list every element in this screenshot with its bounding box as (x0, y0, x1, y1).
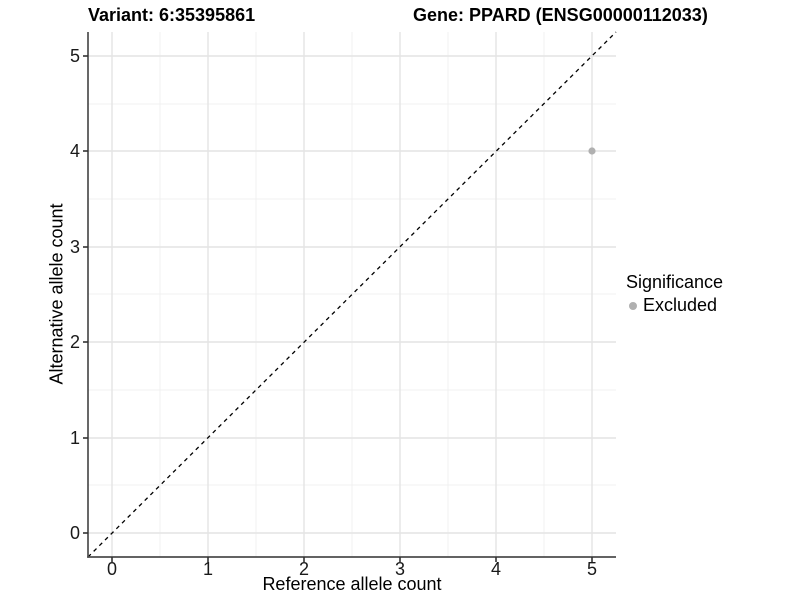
x-tick-label-1: 1 (202, 559, 213, 579)
x-tick-label-2: 2 (298, 559, 309, 579)
y-tick-label-1: 1 (69, 428, 80, 448)
x-tick-label-0: 0 (106, 559, 117, 579)
x-tick-label-3: 3 (394, 559, 405, 579)
y-axis-title: Alternative allele count (46, 203, 67, 385)
legend-key-dot-icon (629, 301, 637, 310)
x-tick-label-4: 4 (490, 559, 501, 579)
x-axis-title: Reference allele count (262, 574, 442, 594)
y-tick-label-0: 0 (69, 523, 80, 543)
x-tick-label-5: 5 (586, 559, 597, 579)
y-tick-label-2: 2 (69, 332, 80, 352)
y-tick-label-3: 3 (69, 237, 80, 257)
legend-entry-label: Excluded (643, 295, 718, 315)
legend-title: Significance (626, 272, 724, 292)
y-tick-label-5: 5 (69, 46, 80, 66)
data-point-excluded (588, 147, 596, 155)
legend: Significance Excluded (626, 272, 723, 316)
plot-title-variant: Variant: 6:35395861 (88, 5, 256, 25)
y-tick-label-4: 4 (69, 141, 80, 161)
gridlines-minor (88, 32, 616, 557)
plot-title-gene: Gene: PPARD (ENSG00000112033) (413, 5, 708, 25)
legend-entry-excluded: Excluded (626, 295, 723, 316)
axis-lines (87, 32, 616, 558)
axis-tick-marks (83, 55, 593, 562)
gridlines-major (88, 32, 616, 557)
